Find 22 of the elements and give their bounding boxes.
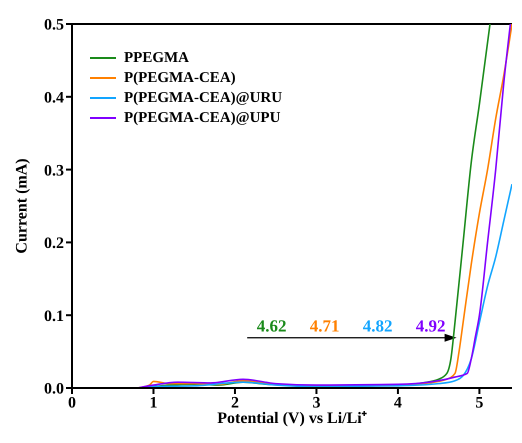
x-tick-label: 1 — [149, 394, 158, 412]
y-tick-label: 0.0 — [44, 380, 64, 398]
annotation: 4.71 — [310, 316, 340, 336]
x-tick-label: 4 — [394, 394, 402, 412]
y-axis-title: Current (mA) — [14, 158, 30, 254]
y-tick-label: 0.1 — [44, 308, 64, 325]
y-tick-label: 0.2 — [44, 235, 64, 252]
legend-label: PPEGMA — [124, 49, 189, 68]
annotation: 4.62 — [256, 316, 287, 336]
legend-label: P(PEGMA-CEA)@UPU — [124, 109, 280, 128]
x-tick-label: 3 — [312, 394, 320, 412]
legend-label: P(PEGMA-CEA)@URU — [124, 89, 282, 108]
y-tick-label: 0.5 — [44, 16, 64, 34]
y-tick-label: 0.3 — [44, 162, 64, 180]
y-tick-label: 0.4 — [44, 89, 64, 106]
annotation: 4.82 — [362, 316, 393, 336]
x-tick-label: 2 — [230, 394, 239, 412]
annotation: 4.92 — [416, 316, 446, 336]
x-tick-label: 5 — [475, 394, 484, 412]
x-tick-label: 0 — [68, 394, 76, 412]
legend-label: P(PEGMA-CEA) — [124, 69, 236, 88]
x-axis-title: Potential (V) vs Li/Li⁺ — [217, 410, 368, 427]
